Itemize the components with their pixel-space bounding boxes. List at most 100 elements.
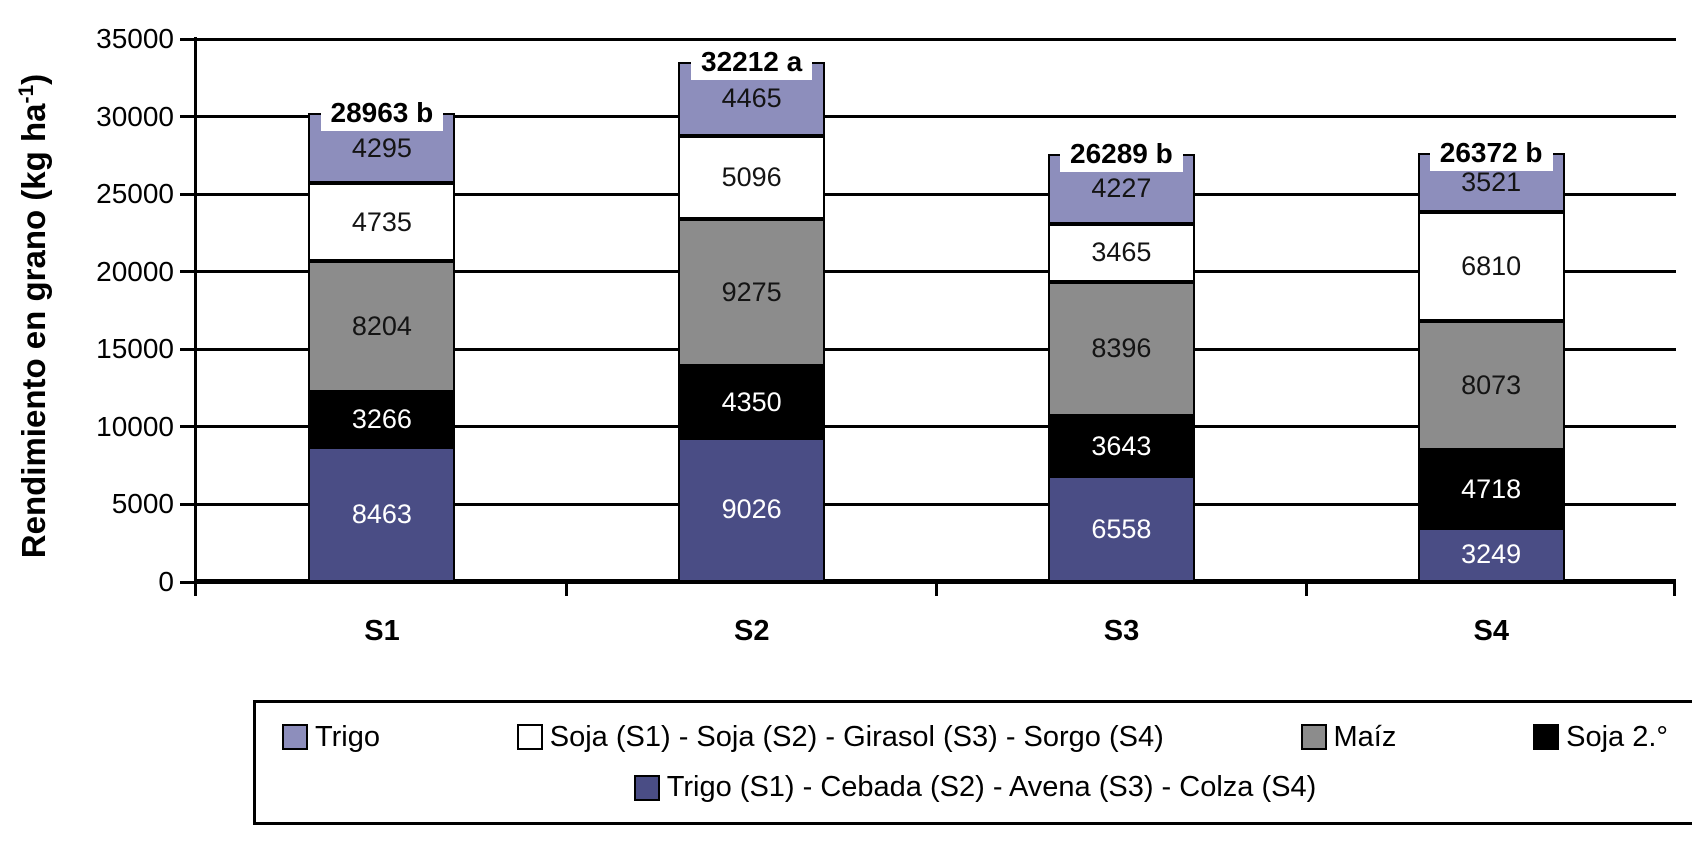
bar-segment: 3266 — [308, 392, 456, 447]
x-axis-category-labels: S1 S2 S3 S4 — [197, 612, 1676, 652]
plot-area: 4295 4735 8204 3266 8463 28963 b 4465 5096 9275 4… — [180, 37, 1676, 596]
gridline-25000 — [197, 192, 1676, 196]
total-label-text: 26289 b — [1060, 136, 1183, 173]
legend-row-1: Trigo Soja (S1) - Soja (S2) - Girasol (S3… — [282, 721, 1668, 754]
legend-swatch-icon — [516, 724, 543, 751]
x-axis-tick-mark — [935, 584, 938, 596]
legend-item-label: Maíz — [1333, 720, 1397, 753]
bar-segment: 6810 — [1417, 211, 1565, 322]
y-axis-line — [194, 37, 197, 596]
legend-item: Trigo — [282, 721, 380, 754]
total-label-s2: 32212 a — [632, 44, 872, 81]
total-label-text: 26372 b — [1429, 134, 1553, 171]
y-axis-tick-mark — [180, 192, 197, 196]
segment-value-label: 9275 — [721, 277, 782, 308]
bar-segment: 8396 — [1047, 281, 1195, 416]
legend-swatch-icon — [1533, 724, 1560, 751]
segment-value-label: 8396 — [1091, 333, 1152, 364]
y-axis-tick-mark — [180, 502, 197, 506]
segment-value-label: 3465 — [1091, 237, 1152, 268]
segment-value-label: 6558 — [1091, 513, 1152, 544]
legend-item: Soja (S1) - Soja (S2) - Girasol (S3) - S… — [516, 720, 1164, 754]
legend-swatch-icon — [633, 774, 660, 801]
segment-value-label: 3266 — [351, 403, 412, 434]
bar-segment: 5096 — [678, 135, 826, 219]
x-category-label-s3: S3 — [1103, 615, 1140, 647]
x-axis-tick-mark — [565, 584, 569, 596]
gridline-10000 — [197, 425, 1676, 429]
segment-value-label: 5096 — [721, 161, 782, 192]
y-tick-label-30000: 30000 — [96, 100, 174, 132]
bar-segment: 8463 — [308, 446, 456, 582]
y-tick-label-20000: 20000 — [96, 255, 174, 287]
bar-segment: 9275 — [678, 218, 826, 367]
bar-s2: 4465 5096 9275 4350 9026 — [678, 62, 826, 582]
x-axis-tick-mark — [1304, 584, 1308, 596]
y-axis-tick-labels: 0 5000 10000 15000 20000 25000 30000 35000 — [0, 23, 194, 597]
y-axis-tick-mark — [180, 425, 197, 429]
segment-value-label: 4350 — [721, 386, 782, 417]
bar-s3: 4227 3465 8396 3643 6558 — [1047, 154, 1195, 582]
segment-value-label: 8073 — [1461, 370, 1522, 401]
bar-segment: 3249 — [1417, 527, 1565, 582]
total-label-text: 28963 b — [320, 94, 444, 131]
legend-box: Trigo Soja (S1) - Soja (S2) - Girasol (S3… — [253, 700, 1692, 825]
x-axis-baseline — [194, 579, 1676, 584]
gridline-5000 — [197, 502, 1676, 506]
segment-value-label: 4718 — [1461, 473, 1522, 504]
segment-value-label: 3249 — [1461, 539, 1522, 570]
bar-segment: 9026 — [678, 437, 826, 582]
gridline-15000 — [197, 347, 1676, 351]
segment-value-label: 9026 — [721, 494, 782, 525]
y-tick-label-25000: 25000 — [96, 178, 174, 210]
bar-segment: 8204 — [308, 260, 456, 393]
bar-segment: 4735 — [308, 183, 456, 261]
segment-value-label: 3643 — [1091, 430, 1152, 461]
bar-segment: 4350 — [678, 366, 826, 438]
total-label-s1: 28963 b — [262, 94, 502, 131]
x-axis-tick-mark — [1673, 584, 1676, 596]
legend-item: Soja 2.° — [1533, 721, 1668, 754]
segment-value-label: 4735 — [351, 206, 412, 237]
segment-value-label: 4227 — [1091, 173, 1152, 204]
segment-value-label: 8204 — [351, 310, 412, 341]
y-axis-tick-mark — [180, 37, 197, 41]
y-axis-tick-mark — [180, 270, 197, 274]
segment-value-label: 3521 — [1461, 166, 1522, 197]
y-tick-label-0: 0 — [158, 566, 174, 597]
bar-segment: 3465 — [1047, 223, 1195, 282]
y-tick-label-10000: 10000 — [96, 410, 174, 442]
legend-swatch-icon — [282, 724, 308, 751]
bar-s1: 4295 4735 8204 3266 8463 — [308, 112, 456, 582]
segment-value-label: 4465 — [721, 83, 782, 114]
y-axis-tick-mark — [180, 347, 197, 351]
legend-item-label: Trigo (S1) - Cebada (S2) - Avena (S3) - … — [666, 771, 1317, 804]
legend-row-2: Trigo (S1) - Cebada (S2) - Avena (S3) - … — [282, 771, 1668, 804]
bar-s4: 3521 6810 8073 4718 3249 — [1417, 152, 1565, 582]
segment-value-label: 8463 — [351, 498, 412, 529]
y-axis-tick-mark — [180, 580, 197, 584]
legend-item: Trigo (S1) - Cebada (S2) - Avena (S3) - … — [633, 771, 1317, 804]
total-label-s4: 26372 b — [1371, 134, 1611, 171]
segment-value-label: 4295 — [351, 132, 412, 163]
gridline-30000 — [197, 115, 1676, 119]
y-tick-label-15000: 15000 — [96, 333, 174, 365]
y-tick-label-35000: 35000 — [96, 23, 174, 54]
total-label-s3: 26289 b — [1001, 136, 1241, 173]
bar-segment: 8073 — [1417, 321, 1565, 451]
x-axis-tick-mark — [194, 584, 197, 596]
bar-segment: 4718 — [1417, 450, 1565, 528]
bar-segment: 6558 — [1047, 476, 1195, 582]
gridline-20000 — [197, 270, 1676, 274]
legend-item-label: Soja 2.° — [1566, 720, 1668, 753]
gridline-35000 — [197, 37, 1676, 41]
legend-item-label: Soja (S1) - Soja (S2) - Girasol (S3) - S… — [549, 720, 1164, 753]
segment-value-label: 6810 — [1461, 250, 1522, 281]
bar-segment: 3643 — [1047, 415, 1195, 477]
x-category-label-s4: S4 — [1473, 615, 1509, 647]
y-tick-label-5000: 5000 — [111, 488, 174, 520]
x-category-label-s1: S1 — [364, 615, 400, 647]
total-label-text: 32212 a — [691, 44, 813, 81]
legend-item-label: Trigo — [315, 720, 380, 753]
